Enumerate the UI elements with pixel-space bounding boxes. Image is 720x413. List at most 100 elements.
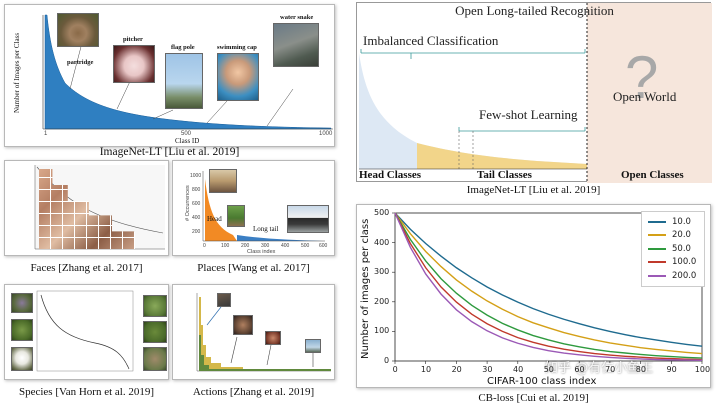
cb-legend-swatch (648, 261, 666, 264)
imagenet-lt-panel: Number of Images per Class 1 500 1000 Cl… (4, 4, 335, 147)
swimming-cap-label: swimming cap (217, 44, 257, 51)
species-plant-photo-2 (143, 295, 167, 317)
olt-imbalanced-label: Imbalanced Classification (363, 33, 499, 48)
species-plot (36, 290, 134, 372)
imagenet-xtick-1: 1 (44, 131, 48, 137)
places-xtick-400: 400 (281, 243, 290, 249)
cb-ytick-label: 0 (384, 356, 390, 365)
cb-series-line-50-0 (394, 212, 703, 359)
olt-panel: Open Long-tailed Recognition Imbalanced … (356, 2, 712, 183)
flag-pole-photo (165, 53, 203, 109)
water-snake-photo (273, 23, 319, 67)
actions-photo-3 (265, 331, 281, 345)
cb-ytick-label: 400 (374, 237, 390, 247)
cb-legend-item: 200.0 (648, 269, 698, 283)
species-plant-photo-4 (143, 347, 167, 371)
places-xtick-100: 100 (221, 243, 230, 249)
cb-legend-swatch (648, 274, 666, 277)
species-panel (4, 284, 169, 380)
places-ytick-400: 400 (192, 215, 201, 221)
places-panel: # Occurrences 1000 800 600 400 200 0 100… (172, 160, 335, 256)
imagenet-xtick-1000: 1000 (319, 131, 333, 137)
olt-few-shot-label: Few-shot Learning (479, 107, 578, 122)
cb-ytick-label: 200 (374, 296, 390, 306)
species-plant-photo-1 (11, 319, 33, 341)
species-caption: Species [Van Horn et al. 2019] (18, 386, 155, 398)
places-xtick-500: 500 (301, 243, 310, 249)
cb-caption: CB-loss [Cui et al. 2019] (478, 392, 589, 404)
cb-legend-label: 200.0 (672, 270, 697, 281)
cb-legend-label: 20.0 (672, 230, 691, 241)
partridge-photo (57, 13, 99, 47)
cb-watermark: 知乎 @有仁小鱼王 (545, 361, 654, 376)
imagenet-xtick-500: 500 (181, 131, 192, 137)
places-ytick-200: 200 (192, 229, 201, 235)
imagenet-caption: ImageNet-LT [Liu et al. 2019] (99, 146, 240, 158)
cb-legend-item: 50.0 (648, 242, 698, 256)
olt-caption: ImageNet-LT [Liu et al. 2019] (466, 184, 601, 196)
places-caption: Places [Wang et al. 2017] (197, 262, 310, 274)
cb-legend-item: 20.0 (648, 229, 698, 243)
cb-loss-panel: 10.0 20.0 50.0 100.0 200.0 Number of images … (356, 204, 711, 388)
places-tree-photo (227, 205, 245, 227)
species-plant-photo-3 (143, 321, 167, 343)
actions-photo-2 (233, 315, 253, 335)
cb-legend-swatch (648, 247, 666, 250)
cb-xtick-label: 30 (482, 365, 493, 374)
olt-title: Open Long-tailed Recognition (455, 3, 614, 18)
olt-open-world-label: Open World (613, 89, 677, 104)
cb-xtick-label: 80 (635, 365, 646, 374)
imagenet-xlabel: Class ID (175, 137, 200, 145)
places-xtick-0: 0 (203, 243, 206, 249)
actions-caption: Actions [Zhang et al. 2019] (192, 386, 315, 398)
olt-open-classes: Open Classes (621, 169, 684, 181)
cb-legend: 10.0 20.0 50.0 100.0 200.0 (641, 211, 705, 287)
species-mushroom-photo (11, 347, 33, 371)
faces-panel (4, 160, 169, 256)
cb-xlabel: CIFAR-100 class index (487, 376, 597, 387)
cb-ytick-label: 500 (374, 208, 390, 217)
cb-xtick-label: 60 (574, 365, 585, 374)
places-plot (202, 171, 325, 242)
cb-legend-item: 100.0 (648, 256, 698, 270)
cb-series-line-10-0 (394, 212, 703, 347)
places-xtick-200: 200 (241, 243, 250, 249)
places-building-photo (287, 205, 329, 233)
imagenet-ylabel: Number of Images per Class (13, 32, 21, 113)
cb-legend-label: 100.0 (672, 257, 697, 268)
cb-series-line-200-0 (394, 212, 703, 361)
places-ytick-800: 800 (192, 187, 201, 193)
olt-question-mark: ? (625, 44, 659, 111)
partridge-label: partridge (67, 59, 94, 66)
cb-xtick-label: 0 (392, 365, 398, 374)
places-ytick-600: 600 (192, 201, 201, 207)
actions-plot (196, 293, 331, 372)
actions-photo-1 (217, 293, 231, 307)
cb-ylabel: Number of images per class (360, 218, 371, 359)
swimming-cap-photo (217, 53, 259, 101)
cb-legend-label: 50.0 (672, 243, 691, 254)
cb-loss-chart (392, 212, 703, 364)
olt-diagram (359, 3, 712, 183)
places-head-label: Head (207, 215, 222, 223)
pitcher-label: pitcher (123, 36, 143, 43)
places-xtick-600: 600 (319, 243, 328, 249)
cb-xtick-label: 40 (513, 365, 524, 374)
olt-tail-classes: Tail Classes (477, 169, 532, 181)
olt-head-classes: Head Classes (359, 169, 422, 181)
places-xtick-300: 300 (261, 243, 270, 249)
places-long-tail-label: Long tail (253, 225, 279, 233)
faces-caption: Faces [Zhang et al. 2017] (30, 262, 143, 274)
cb-series-line-100-0 (394, 212, 703, 361)
actions-panel (172, 284, 335, 380)
cb-legend-item: 10.0 (648, 215, 698, 229)
water-snake-label: water snake (280, 14, 314, 21)
cb-xtick-label: 70 (605, 365, 616, 374)
places-ytick-1000: 1000 (190, 173, 202, 179)
cb-xtick-label: 20 (451, 365, 462, 374)
cb-xtick-label: 100 (694, 365, 711, 374)
places-xlabel: Class index (247, 249, 276, 255)
cb-ytick-label: 300 (374, 267, 390, 277)
cb-series-line-20-0 (394, 212, 703, 355)
cb-xtick-label: 50 (543, 365, 554, 374)
